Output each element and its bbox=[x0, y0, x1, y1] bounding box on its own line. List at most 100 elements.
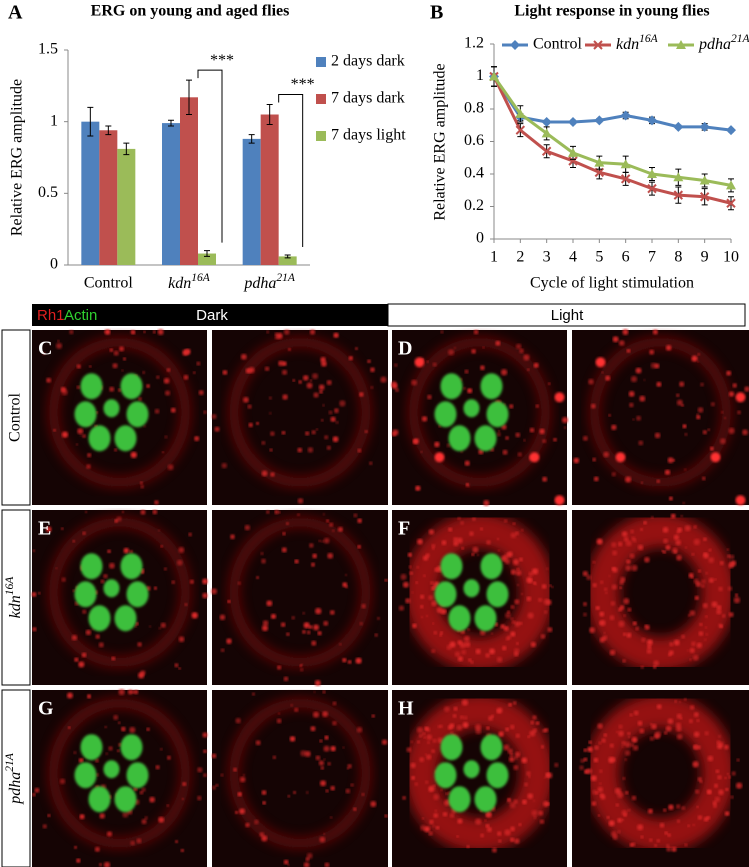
speckle bbox=[597, 786, 604, 793]
speckle bbox=[654, 363, 660, 369]
series-line bbox=[492, 75, 732, 132]
rhabdomere bbox=[74, 401, 97, 428]
speckle bbox=[32, 792, 36, 797]
micrograph-bg bbox=[32, 330, 207, 505]
speckle bbox=[463, 715, 468, 720]
speckle bbox=[309, 329, 316, 335]
micrograph bbox=[32, 688, 208, 867]
speckle bbox=[519, 621, 523, 625]
speckle bbox=[508, 756, 515, 763]
speckle bbox=[320, 766, 325, 770]
speckle bbox=[294, 559, 299, 564]
speckle bbox=[94, 846, 100, 852]
speckle bbox=[55, 567, 58, 570]
rhabdomere bbox=[74, 581, 97, 608]
speckle bbox=[72, 589, 76, 592]
speckle bbox=[211, 753, 217, 759]
speckle bbox=[656, 479, 661, 484]
speckle bbox=[668, 496, 673, 501]
speckle bbox=[345, 788, 351, 794]
speckle bbox=[547, 382, 551, 386]
speckle bbox=[281, 369, 288, 375]
speckle bbox=[637, 824, 644, 831]
speckle bbox=[87, 453, 92, 458]
speckle bbox=[512, 522, 516, 526]
micrograph-bg bbox=[32, 690, 207, 867]
speckle bbox=[580, 758, 585, 763]
speckle bbox=[496, 707, 503, 714]
speckle bbox=[697, 407, 704, 413]
speckle bbox=[269, 448, 273, 452]
speckle bbox=[78, 661, 85, 668]
speckle bbox=[676, 819, 681, 823]
speckle bbox=[312, 373, 319, 380]
speckle bbox=[483, 499, 490, 507]
speckle bbox=[505, 612, 511, 619]
speckle bbox=[56, 342, 63, 349]
speckle bbox=[188, 532, 192, 537]
speckle bbox=[528, 775, 531, 778]
speckle bbox=[697, 815, 703, 820]
speckle bbox=[465, 482, 469, 486]
speckle bbox=[622, 632, 627, 636]
speckle bbox=[737, 410, 741, 415]
y-tick-label: 1 bbox=[50, 112, 58, 129]
speckle bbox=[676, 554, 682, 561]
speckle bbox=[632, 418, 635, 421]
speckle bbox=[276, 665, 282, 670]
x-tick-label: 3 bbox=[543, 249, 551, 266]
speckle bbox=[515, 432, 521, 438]
speckle bbox=[328, 410, 333, 415]
speckle bbox=[118, 688, 125, 696]
marker bbox=[673, 172, 684, 182]
x-tick-label: 9 bbox=[701, 249, 709, 266]
speckle bbox=[623, 536, 629, 542]
rhabdomere bbox=[114, 425, 137, 452]
speckle bbox=[274, 332, 279, 336]
speckle bbox=[171, 580, 176, 585]
speckle bbox=[457, 656, 464, 662]
speckle bbox=[402, 795, 407, 800]
row-label-box bbox=[1, 329, 31, 506]
speckle bbox=[297, 513, 300, 517]
speckle bbox=[718, 735, 721, 738]
speckle bbox=[437, 725, 441, 729]
speckle bbox=[460, 520, 465, 525]
speckle bbox=[163, 377, 170, 384]
speckle bbox=[449, 641, 456, 648]
speckle bbox=[461, 649, 467, 655]
speckle bbox=[329, 522, 334, 527]
speckle bbox=[726, 548, 729, 551]
speckle bbox=[405, 598, 411, 604]
speckle bbox=[654, 432, 661, 439]
speckle bbox=[211, 414, 217, 420]
speckle bbox=[300, 750, 307, 757]
speckle bbox=[74, 657, 79, 662]
speckle bbox=[60, 527, 64, 530]
speckle bbox=[180, 848, 185, 853]
speckle bbox=[617, 818, 623, 823]
speckle bbox=[82, 531, 86, 536]
speckle bbox=[449, 813, 455, 818]
speckle bbox=[501, 424, 507, 430]
speckle bbox=[466, 845, 470, 849]
speckle bbox=[245, 822, 250, 828]
speckle bbox=[515, 733, 520, 739]
rhabdomere bbox=[434, 401, 457, 428]
speckle bbox=[649, 349, 655, 355]
speckle bbox=[667, 833, 671, 837]
speckle bbox=[302, 375, 309, 381]
speckle bbox=[622, 777, 626, 780]
speckle bbox=[119, 346, 125, 352]
legend-label: 7 days dark bbox=[331, 90, 405, 107]
speckle bbox=[519, 348, 524, 354]
bar bbox=[278, 256, 297, 265]
row-label: pdha21A bbox=[4, 752, 24, 805]
speckle bbox=[504, 829, 511, 836]
marker bbox=[699, 175, 710, 185]
x-tick-label: Control bbox=[84, 275, 133, 292]
speckle bbox=[744, 386, 749, 392]
speckle bbox=[164, 435, 168, 439]
speckle bbox=[528, 571, 534, 577]
speckle bbox=[547, 627, 553, 633]
